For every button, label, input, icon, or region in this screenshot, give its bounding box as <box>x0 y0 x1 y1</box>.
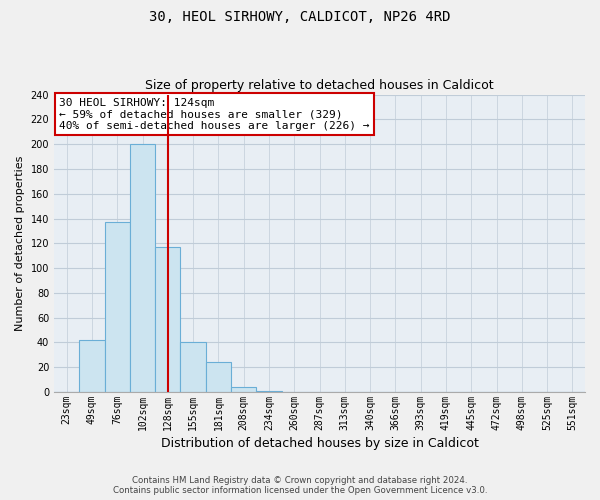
Bar <box>181 342 206 392</box>
Title: Size of property relative to detached houses in Caldicot: Size of property relative to detached ho… <box>145 79 494 92</box>
Bar <box>104 222 130 392</box>
Text: Contains HM Land Registry data © Crown copyright and database right 2024.
Contai: Contains HM Land Registry data © Crown c… <box>113 476 487 495</box>
Bar <box>155 247 181 392</box>
Y-axis label: Number of detached properties: Number of detached properties <box>15 156 25 331</box>
Bar <box>256 391 281 392</box>
Text: 30, HEOL SIRHOWY, CALDICOT, NP26 4RD: 30, HEOL SIRHOWY, CALDICOT, NP26 4RD <box>149 10 451 24</box>
Text: 30 HEOL SIRHOWY: 124sqm
← 59% of detached houses are smaller (329)
40% of semi-d: 30 HEOL SIRHOWY: 124sqm ← 59% of detache… <box>59 98 370 130</box>
Bar <box>231 387 256 392</box>
X-axis label: Distribution of detached houses by size in Caldicot: Distribution of detached houses by size … <box>161 437 478 450</box>
Bar <box>206 362 231 392</box>
Bar <box>79 340 104 392</box>
Bar <box>130 144 155 392</box>
